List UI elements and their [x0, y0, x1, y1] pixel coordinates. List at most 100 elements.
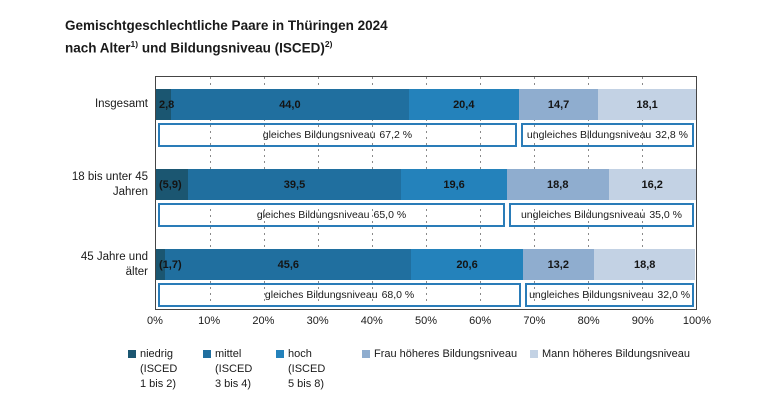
annotation-row-insgesamt: gleiches Bildungsniveau 67,2 % ungleiche… — [156, 123, 696, 147]
legend-swatch-mann-icon — [530, 350, 538, 358]
annotation-box-frame: gleiches Bildungsniveau 65,0 % — [158, 203, 505, 227]
bar-segment-niedrig: (1,7) — [156, 249, 182, 280]
x-axis-tick: 90% — [631, 315, 654, 327]
category-label-line: älter — [125, 266, 148, 278]
gleiches-bildungsniveau-box: gleiches Bildungsniveau 68,0 % — [156, 283, 523, 307]
x-axis-tick: 70% — [523, 315, 546, 327]
x-axis-tick: 10% — [198, 315, 221, 327]
ungleiches-bildungsniveau-box: ungleiches Bildungsniveau 32,8 % — [519, 123, 696, 147]
chart-title: Gemischtgeschlechtliche Paare in Thüring… — [65, 16, 388, 58]
legend-label-line: Frau höheres Bildungsniveau — [374, 348, 518, 360]
chart-legend: niedrig (ISCED 1 bis 2) mittel (ISCED 3 … — [0, 347, 762, 397]
bar-segment-mann-hoeher: 18,8 — [593, 249, 696, 280]
segment-value-label: 19,6 — [443, 178, 465, 191]
bar-segment-mittel: 45,6 — [165, 249, 412, 280]
legend-label: Frau höheres Bildungsniveau — [374, 347, 517, 362]
segment-value-label: (5,9) — [159, 178, 182, 191]
segment-value-label: 44,0 — [279, 98, 301, 111]
annotation-text: gleiches Bildungsniveau — [262, 129, 376, 141]
stacked-bar-18-bis-45: (5,9) 39,5 19,6 18,8 16,2 — [156, 169, 696, 200]
annotation-value: 68,0 % — [381, 289, 415, 301]
legend-item-niedrig: niedrig (ISCED 1 bis 2) — [128, 347, 177, 392]
annotation-value: 35,0 % — [649, 209, 683, 221]
legend-label-line: 3 bis 4) — [215, 378, 252, 390]
annotation-value: 67,2 % — [379, 129, 413, 141]
x-axis-tick: 50% — [414, 315, 438, 327]
legend-item-frau-hoeher: Frau höheres Bildungsniveau — [362, 347, 517, 362]
annotation-box-frame: ungleiches Bildungsniveau 32,8 % — [520, 123, 694, 147]
legend-label-line: Mann höheres Bildungsniveau — [542, 348, 690, 360]
bar-segment-mittel: 44,0 — [171, 89, 409, 120]
x-axis-tick: 60% — [469, 315, 492, 327]
annotation-row-45-plus: gleiches Bildungsniveau 68,0 % ungleiche… — [156, 283, 696, 307]
bar-segment-frau-hoeher: 13,2 — [522, 249, 594, 280]
legend-item-mann-hoeher: Mann höheres Bildungsniveau — [530, 347, 690, 362]
x-axis-tick: 40% — [360, 315, 383, 327]
segment-value-label: 45,6 — [277, 258, 299, 271]
annotation-box-frame: ungleiches Bildungsniveau 32,0 % — [525, 283, 694, 307]
legend-label: mittel (ISCED 3 bis 4) — [215, 347, 252, 392]
bar-segment-frau-hoeher: 14,7 — [518, 89, 599, 120]
segment-value-label: 18,1 — [636, 98, 658, 111]
category-label-45-plus: 45 Jahre und älter — [0, 250, 148, 280]
title-line2-middle: und Bildungsniveau (ISCED) — [138, 40, 325, 56]
footnote-marker-1: 1) — [130, 39, 139, 49]
x-axis-tick: 0% — [147, 315, 163, 327]
bar-segment-mann-hoeher: 16,2 — [608, 169, 696, 200]
bar-segment-frau-hoeher: 18,8 — [506, 169, 609, 200]
segment-value-label: 20,4 — [453, 98, 475, 111]
segment-value-label: 2,8 — [159, 98, 175, 111]
x-axis-tick: 20% — [252, 315, 275, 327]
legend-label-line: hoch — [288, 348, 312, 360]
legend-label-line: (ISCED — [215, 363, 253, 375]
legend-item-mittel: mittel (ISCED 3 bis 4) — [203, 347, 252, 392]
legend-swatch-niedrig-icon — [128, 350, 136, 358]
annotation-box-frame: ungleiches Bildungsniveau 35,0 % — [509, 203, 694, 227]
chart-title-line1: Gemischtgeschlechtliche Paare in Thüring… — [65, 18, 388, 33]
annotation-text: ungleiches Bildungsniveau — [529, 289, 654, 301]
legend-label-line: 1 bis 2) — [140, 378, 177, 390]
segment-value-label: 13,2 — [547, 258, 569, 271]
legend-item-hoch: hoch (ISCED 5 bis 8) — [276, 347, 325, 392]
annotation-text: gleiches Bildungsniveau — [264, 289, 378, 301]
bar-segment-mann-hoeher: 18,1 — [598, 89, 696, 120]
annotation-box-frame: gleiches Bildungsniveau 67,2 % — [158, 123, 517, 147]
chart-title-line2: nach Alter1) und Bildungsniveau (ISCED)2… — [65, 35, 388, 58]
annotation-text: ungleiches Bildungsniveau — [526, 129, 652, 141]
segment-value-label: 18,8 — [633, 258, 656, 271]
gleiches-bildungsniveau-box: gleiches Bildungsniveau 67,2 % — [156, 123, 519, 147]
category-label-line: Insgesamt — [94, 98, 148, 110]
stacked-bar-45-plus: (1,7) 45,6 20,6 13,2 18,8 — [156, 249, 696, 280]
x-axis-tick: 80% — [577, 315, 600, 327]
plot-area: 2,8 44,0 20,4 14,7 18,1 gleiches Bildung… — [155, 76, 697, 310]
segment-value-label: 39,5 — [283, 178, 306, 191]
annotation-value: 65,0 % — [373, 209, 407, 221]
bar-segment-niedrig: (5,9) — [156, 169, 188, 200]
ungleiches-bildungsniveau-box: ungleiches Bildungsniveau 35,0 % — [507, 203, 696, 227]
category-label-line: Jahren — [112, 186, 148, 198]
bar-segment-hoch: 19,6 — [401, 169, 507, 200]
annotation-box-frame: gleiches Bildungsniveau 68,0 % — [158, 283, 522, 307]
legend-label-line: niedrig — [140, 348, 174, 360]
ungleiches-bildungsniveau-box: ungleiches Bildungsniveau 32,0 % — [523, 283, 696, 307]
category-label-line: 45 Jahre und — [80, 251, 148, 263]
footnote-marker-2: 2) — [324, 39, 333, 49]
segment-value-label: 20,6 — [456, 258, 478, 271]
annotation-text: gleiches Bildungsniveau — [256, 209, 370, 221]
bar-segment-hoch: 20,6 — [411, 249, 523, 280]
legend-label-line: (ISCED — [288, 363, 326, 375]
legend-label: hoch (ISCED 5 bis 8) — [288, 347, 325, 392]
bar-segment-mittel: 39,5 — [187, 169, 402, 200]
bar-segment-hoch: 20,4 — [408, 89, 519, 120]
legend-label-line: 5 bis 8) — [288, 378, 325, 390]
gleiches-bildungsniveau-box: gleiches Bildungsniveau 65,0 % — [156, 203, 507, 227]
legend-label: Mann höheres Bildungsniveau — [542, 347, 690, 362]
legend-swatch-hoch-icon — [276, 350, 284, 358]
annotation-row-18-bis-45: gleiches Bildungsniveau 65,0 % ungleiche… — [156, 203, 696, 227]
x-axis-tick: 100% — [682, 315, 712, 327]
annotation-text: ungleiches Bildungsniveau — [520, 209, 646, 221]
legend-label-line: mittel — [215, 348, 242, 360]
category-label-18-bis-45: 18 bis unter 45 Jahren — [0, 170, 148, 200]
category-label-insgesamt: Insgesamt — [0, 97, 148, 112]
